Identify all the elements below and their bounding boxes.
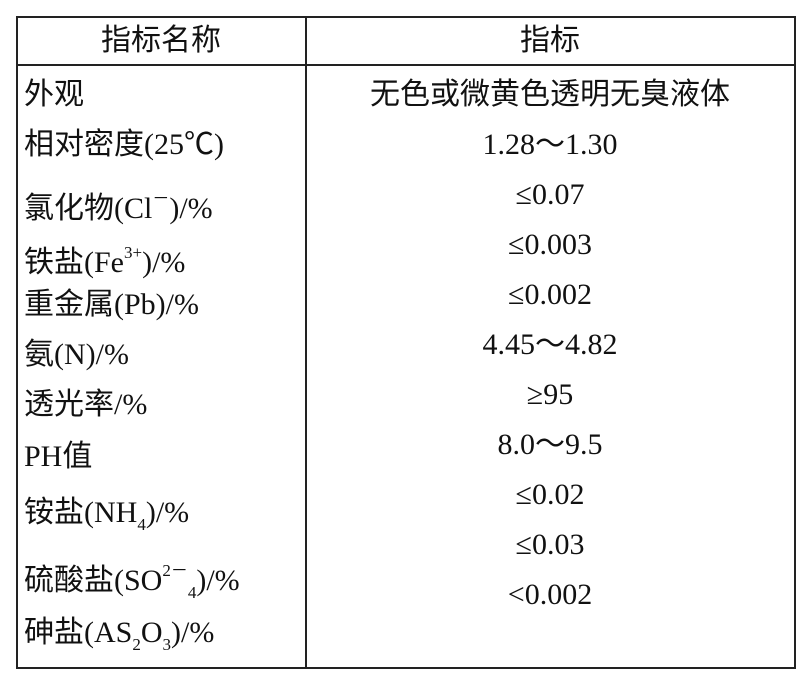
subscript: 3 (162, 635, 172, 654)
row-spec: 1.28～1.30 (482, 128, 618, 161)
row-name: 重金属(Pb)/% (24, 288, 199, 322)
header-cell: 指标 (520, 24, 580, 57)
superscript: 2－ (162, 561, 188, 580)
row-name: 铵盐(NH4)/% (24, 496, 189, 542)
name-text: 氯化物(Cl (24, 192, 153, 225)
name-text: 铵盐(NH (24, 496, 138, 529)
name-text: 相对密度(25℃) (24, 128, 224, 161)
row-spec: <0.002 (507, 578, 593, 611)
row-name: 氯化物(Cl－)/% (24, 182, 213, 226)
name-text: PH值 (24, 440, 93, 473)
name-text: 砷盐(AS (24, 616, 133, 649)
name-text: )/% (196, 564, 240, 597)
subscript: 4 (187, 583, 197, 602)
row-name: 透光率/% (24, 388, 147, 422)
name-text: 透光率/% (24, 388, 148, 421)
name-text: 外观 (24, 78, 84, 111)
subscript: 4 (137, 515, 146, 534)
header-divider (16, 64, 796, 66)
name-text: )/% (145, 496, 190, 529)
row-spec: 8.0～9.5 (497, 428, 603, 461)
name-text: 重金属(Pb)/% (24, 288, 199, 321)
superscript: － (152, 189, 170, 208)
row-spec: ≤0.07 (515, 178, 585, 211)
row-spec: ≤0.03 (515, 528, 585, 561)
row-spec: ≤0.002 (508, 278, 592, 311)
superscript: 3+ (124, 243, 143, 262)
row-spec: 无色或微黄色透明无臭液体 (370, 78, 730, 111)
row-spec: ≤0.003 (508, 228, 592, 261)
row-name: 氨(N)/% (24, 338, 129, 372)
row-name: PH值 (24, 440, 92, 474)
subscript: 2 (132, 635, 141, 654)
name-text: )/% (171, 616, 215, 649)
row-name: 铁盐(Fe3+)/% (24, 236, 185, 280)
header-cell: 指标名称 (101, 24, 221, 57)
row-name: 外观 (24, 78, 84, 112)
name-text: )/% (142, 246, 186, 279)
name-text: O (140, 616, 163, 649)
row-name: 相对密度(25℃) (24, 128, 224, 162)
name-text: 氨(N)/% (24, 338, 129, 371)
row-name: 硫酸盐(SO2－ 4)/% (24, 554, 240, 610)
column-divider (305, 16, 307, 669)
name-text: 硫酸盐(SO (24, 564, 163, 597)
name-text: )/% (169, 192, 213, 225)
row-spec: ≤0.02 (515, 478, 585, 511)
table-border (16, 16, 796, 669)
row-name: 砷盐(AS2O3)/% (24, 616, 214, 662)
row-spec: ≥95 (526, 378, 574, 411)
row-spec: 4.45～4.82 (482, 328, 618, 361)
name-text: 铁盐(Fe (24, 246, 124, 279)
